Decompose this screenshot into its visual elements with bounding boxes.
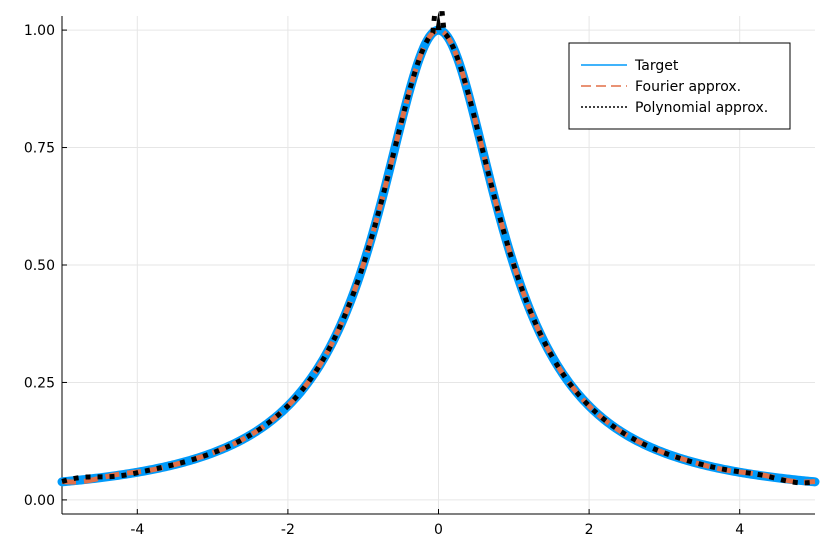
- x-tick-label: 2: [585, 522, 594, 538]
- y-tick-label: 0.00: [24, 493, 55, 509]
- y-tick-label: 0.25: [24, 375, 55, 391]
- axes: [61, 16, 815, 515]
- legend-label: Fourier approx.: [635, 79, 741, 95]
- legend: Target Fourier approx. Polynomial approx.: [568, 42, 791, 130]
- tick-labels: -4 -2 0 2 4 0.00 0.25 0.50 0.75 1.00: [24, 23, 744, 538]
- x-tick-label: -4: [130, 522, 144, 538]
- x-tick-label: 0: [434, 522, 443, 538]
- grid-lines: [62, 16, 815, 514]
- y-tick-label: 0.50: [24, 258, 55, 274]
- legend-label: Polynomial approx.: [635, 100, 768, 116]
- x-tick-label: -2: [281, 522, 295, 538]
- polynomial-peak-mark: [435, 11, 442, 31]
- y-tick-label: 0.75: [24, 141, 55, 157]
- legend-label: Target: [634, 58, 679, 74]
- series-polynomial-line: [61, 11, 816, 486]
- y-tick-label: 1.00: [24, 23, 55, 39]
- x-tick-label: 4: [735, 522, 744, 538]
- series-lines: [57, 11, 820, 487]
